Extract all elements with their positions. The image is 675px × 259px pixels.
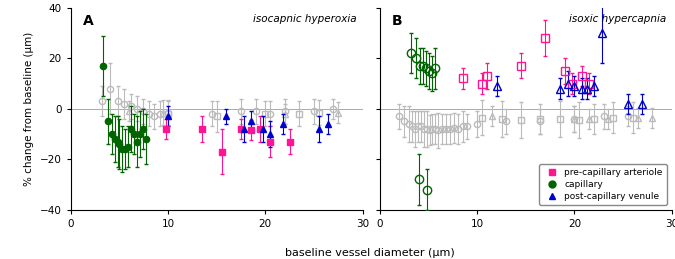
Text: isocapnic hyperoxia: isocapnic hyperoxia [253, 14, 356, 24]
Text: baseline vessel diameter (μm): baseline vessel diameter (μm) [285, 248, 455, 258]
Y-axis label: % change from baseline (μm): % change from baseline (μm) [24, 32, 34, 186]
Text: A: A [82, 14, 93, 28]
Text: isoxic hypercapnia: isoxic hypercapnia [568, 14, 666, 24]
Text: B: B [392, 14, 402, 28]
Legend: pre-capillary arteriole, capillary, post-capillary venule: pre-capillary arteriole, capillary, post… [539, 164, 667, 205]
